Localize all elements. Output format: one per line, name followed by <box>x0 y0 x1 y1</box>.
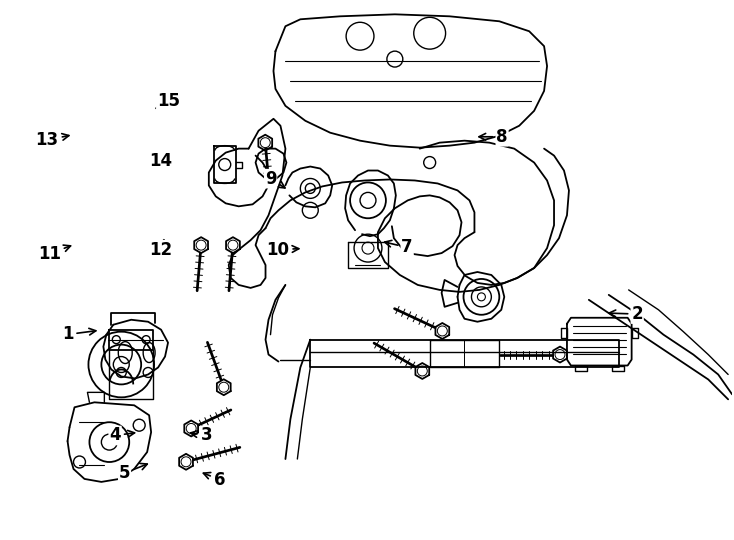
Text: 6: 6 <box>203 470 225 489</box>
Text: 7: 7 <box>385 239 413 256</box>
Text: 12: 12 <box>150 240 172 259</box>
Text: 8: 8 <box>479 128 508 146</box>
Text: 2: 2 <box>609 305 643 323</box>
Text: 10: 10 <box>266 241 299 259</box>
Text: 3: 3 <box>191 427 212 444</box>
Text: 13: 13 <box>36 131 69 149</box>
Text: 9: 9 <box>265 170 285 188</box>
Text: 4: 4 <box>109 427 134 444</box>
Text: 11: 11 <box>38 245 70 263</box>
Text: 5: 5 <box>119 463 148 482</box>
Text: 15: 15 <box>156 92 180 110</box>
Text: 1: 1 <box>62 326 96 343</box>
Text: 14: 14 <box>150 152 172 171</box>
